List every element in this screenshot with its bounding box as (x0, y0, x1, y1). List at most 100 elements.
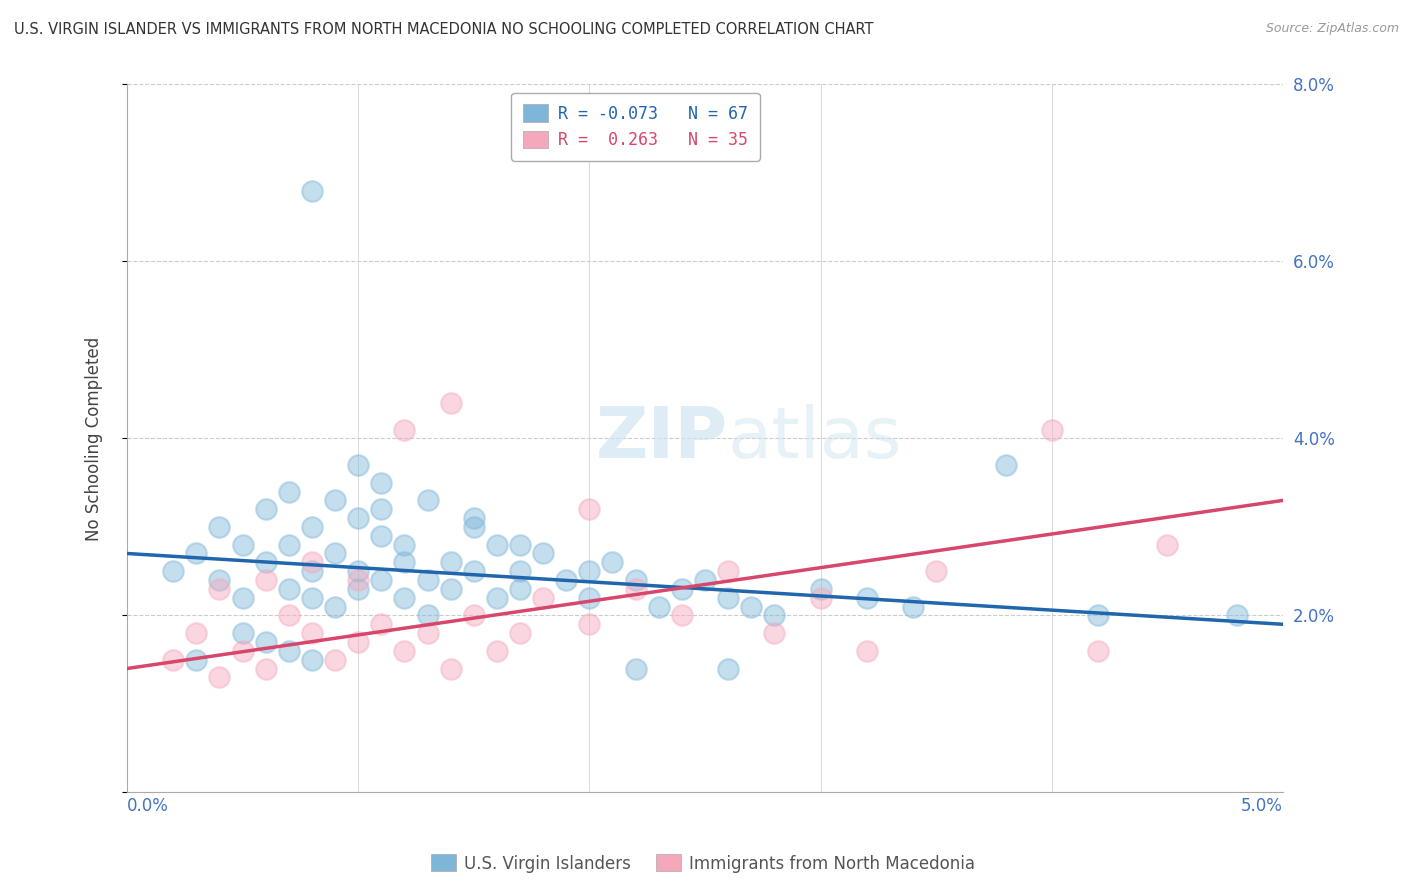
Point (485, 644, 508, 658)
Point (555, 573, 578, 587)
Point (301, 555, 323, 569)
Point (277, 582, 299, 596)
Point (347, 564, 370, 578)
Point (394, 591, 416, 605)
Point (277, 538, 299, 552)
Point (671, 608, 693, 623)
Point (717, 661, 740, 675)
Point (578, 617, 600, 632)
Point (416, 626, 439, 640)
Point (370, 573, 392, 587)
Point (485, 538, 508, 552)
Point (994, 458, 1017, 472)
Point (1040, 423, 1063, 437)
Point (509, 582, 531, 596)
Point (323, 547, 346, 561)
Point (347, 635, 370, 649)
Point (440, 661, 463, 675)
Point (856, 591, 879, 605)
Point (231, 538, 253, 552)
Point (1087, 644, 1109, 658)
Text: ZIP: ZIP (596, 404, 728, 473)
Point (208, 582, 231, 596)
Point (301, 520, 323, 534)
Point (277, 608, 299, 623)
Y-axis label: No Schooling Completed: No Schooling Completed (86, 336, 103, 541)
Point (416, 493, 439, 508)
Text: 5.0%: 5.0% (1241, 797, 1284, 814)
Text: U.S. VIRGIN ISLANDER VS IMMIGRANTS FROM NORTH MACEDONIA NO SCHOOLING COMPLETED C: U.S. VIRGIN ISLANDER VS IMMIGRANTS FROM … (14, 22, 873, 37)
Point (740, 599, 762, 614)
Point (440, 396, 463, 410)
Point (671, 582, 693, 596)
Point (347, 458, 370, 472)
Point (578, 591, 600, 605)
Point (856, 644, 879, 658)
Point (277, 644, 299, 658)
Point (370, 502, 392, 516)
Point (509, 538, 531, 552)
Point (578, 564, 600, 578)
Point (602, 555, 624, 569)
Point (254, 555, 277, 569)
Point (323, 493, 346, 508)
Point (231, 626, 253, 640)
Text: Source: ZipAtlas.com: Source: ZipAtlas.com (1265, 22, 1399, 36)
Point (347, 582, 370, 596)
Point (301, 591, 323, 605)
Point (1226, 608, 1249, 623)
Point (301, 626, 323, 640)
Text: atlas: atlas (728, 404, 903, 473)
Point (531, 547, 554, 561)
Point (624, 582, 647, 596)
Point (254, 661, 277, 675)
Point (509, 564, 531, 578)
Point (925, 564, 948, 578)
Point (186, 547, 208, 561)
Point (693, 573, 716, 587)
Point (810, 591, 832, 605)
Point (394, 423, 416, 437)
Point (394, 538, 416, 552)
Point (277, 484, 299, 499)
Point (347, 511, 370, 525)
Point (208, 520, 231, 534)
Point (301, 653, 323, 667)
Point (440, 582, 463, 596)
Point (416, 608, 439, 623)
Point (186, 653, 208, 667)
Point (394, 644, 416, 658)
Point (370, 529, 392, 543)
Point (463, 564, 485, 578)
Point (624, 661, 647, 675)
Point (162, 564, 184, 578)
Point (231, 644, 253, 658)
Point (323, 599, 346, 614)
Point (301, 184, 323, 198)
Point (254, 635, 277, 649)
Point (901, 599, 924, 614)
Legend: U.S. Virgin Islanders, Immigrants from North Macedonia: U.S. Virgin Islanders, Immigrants from N… (425, 847, 981, 880)
Point (509, 626, 531, 640)
Point (186, 626, 208, 640)
Point (208, 573, 231, 587)
Point (648, 599, 671, 614)
Legend: R = -0.073   N = 67, R =  0.263   N = 35: R = -0.073 N = 67, R = 0.263 N = 35 (512, 93, 759, 161)
Point (810, 582, 832, 596)
Point (231, 591, 253, 605)
Point (717, 591, 740, 605)
Point (416, 573, 439, 587)
Point (578, 502, 600, 516)
Point (162, 653, 184, 667)
Point (440, 555, 463, 569)
Point (531, 591, 554, 605)
Point (763, 608, 786, 623)
Point (370, 475, 392, 490)
Point (370, 617, 392, 632)
Point (347, 573, 370, 587)
Point (254, 573, 277, 587)
Point (463, 608, 485, 623)
Point (254, 502, 277, 516)
Point (208, 670, 231, 684)
Point (1087, 608, 1109, 623)
